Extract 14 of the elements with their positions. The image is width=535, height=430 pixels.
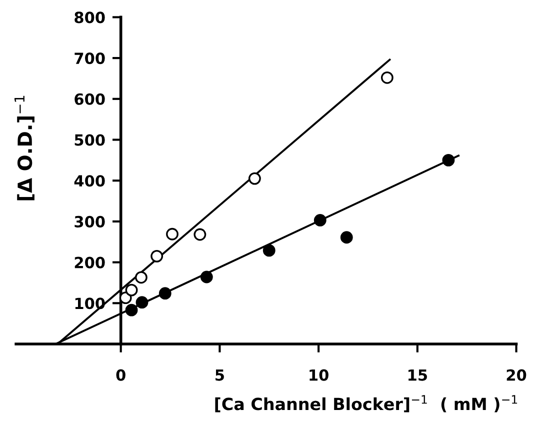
y-tick-label: 400 bbox=[74, 175, 105, 187]
x-tick-label: 5 bbox=[216, 369, 224, 381]
y-tick-label: 800 bbox=[74, 12, 105, 24]
x-tick-label: 15 bbox=[408, 369, 427, 381]
x-tick-label: 0 bbox=[116, 369, 126, 381]
y-tick-label: 500 bbox=[74, 134, 105, 146]
y-tick-label: 600 bbox=[74, 93, 105, 105]
x-tick-label: 10 bbox=[310, 369, 328, 381]
text: [Ca Channel Blocker]$^{−1}$ ( mM )$^{−1}$ bbox=[215, 395, 518, 412]
x-tick-label: 20 bbox=[506, 369, 526, 381]
y-tick-label: 700 bbox=[74, 52, 105, 64]
y-axis-title: [Δ O.D.]$^{−1}$ bbox=[14, 96, 34, 200]
y-tick-label: 300 bbox=[74, 216, 105, 228]
y-tick-label: 200 bbox=[74, 256, 105, 268]
